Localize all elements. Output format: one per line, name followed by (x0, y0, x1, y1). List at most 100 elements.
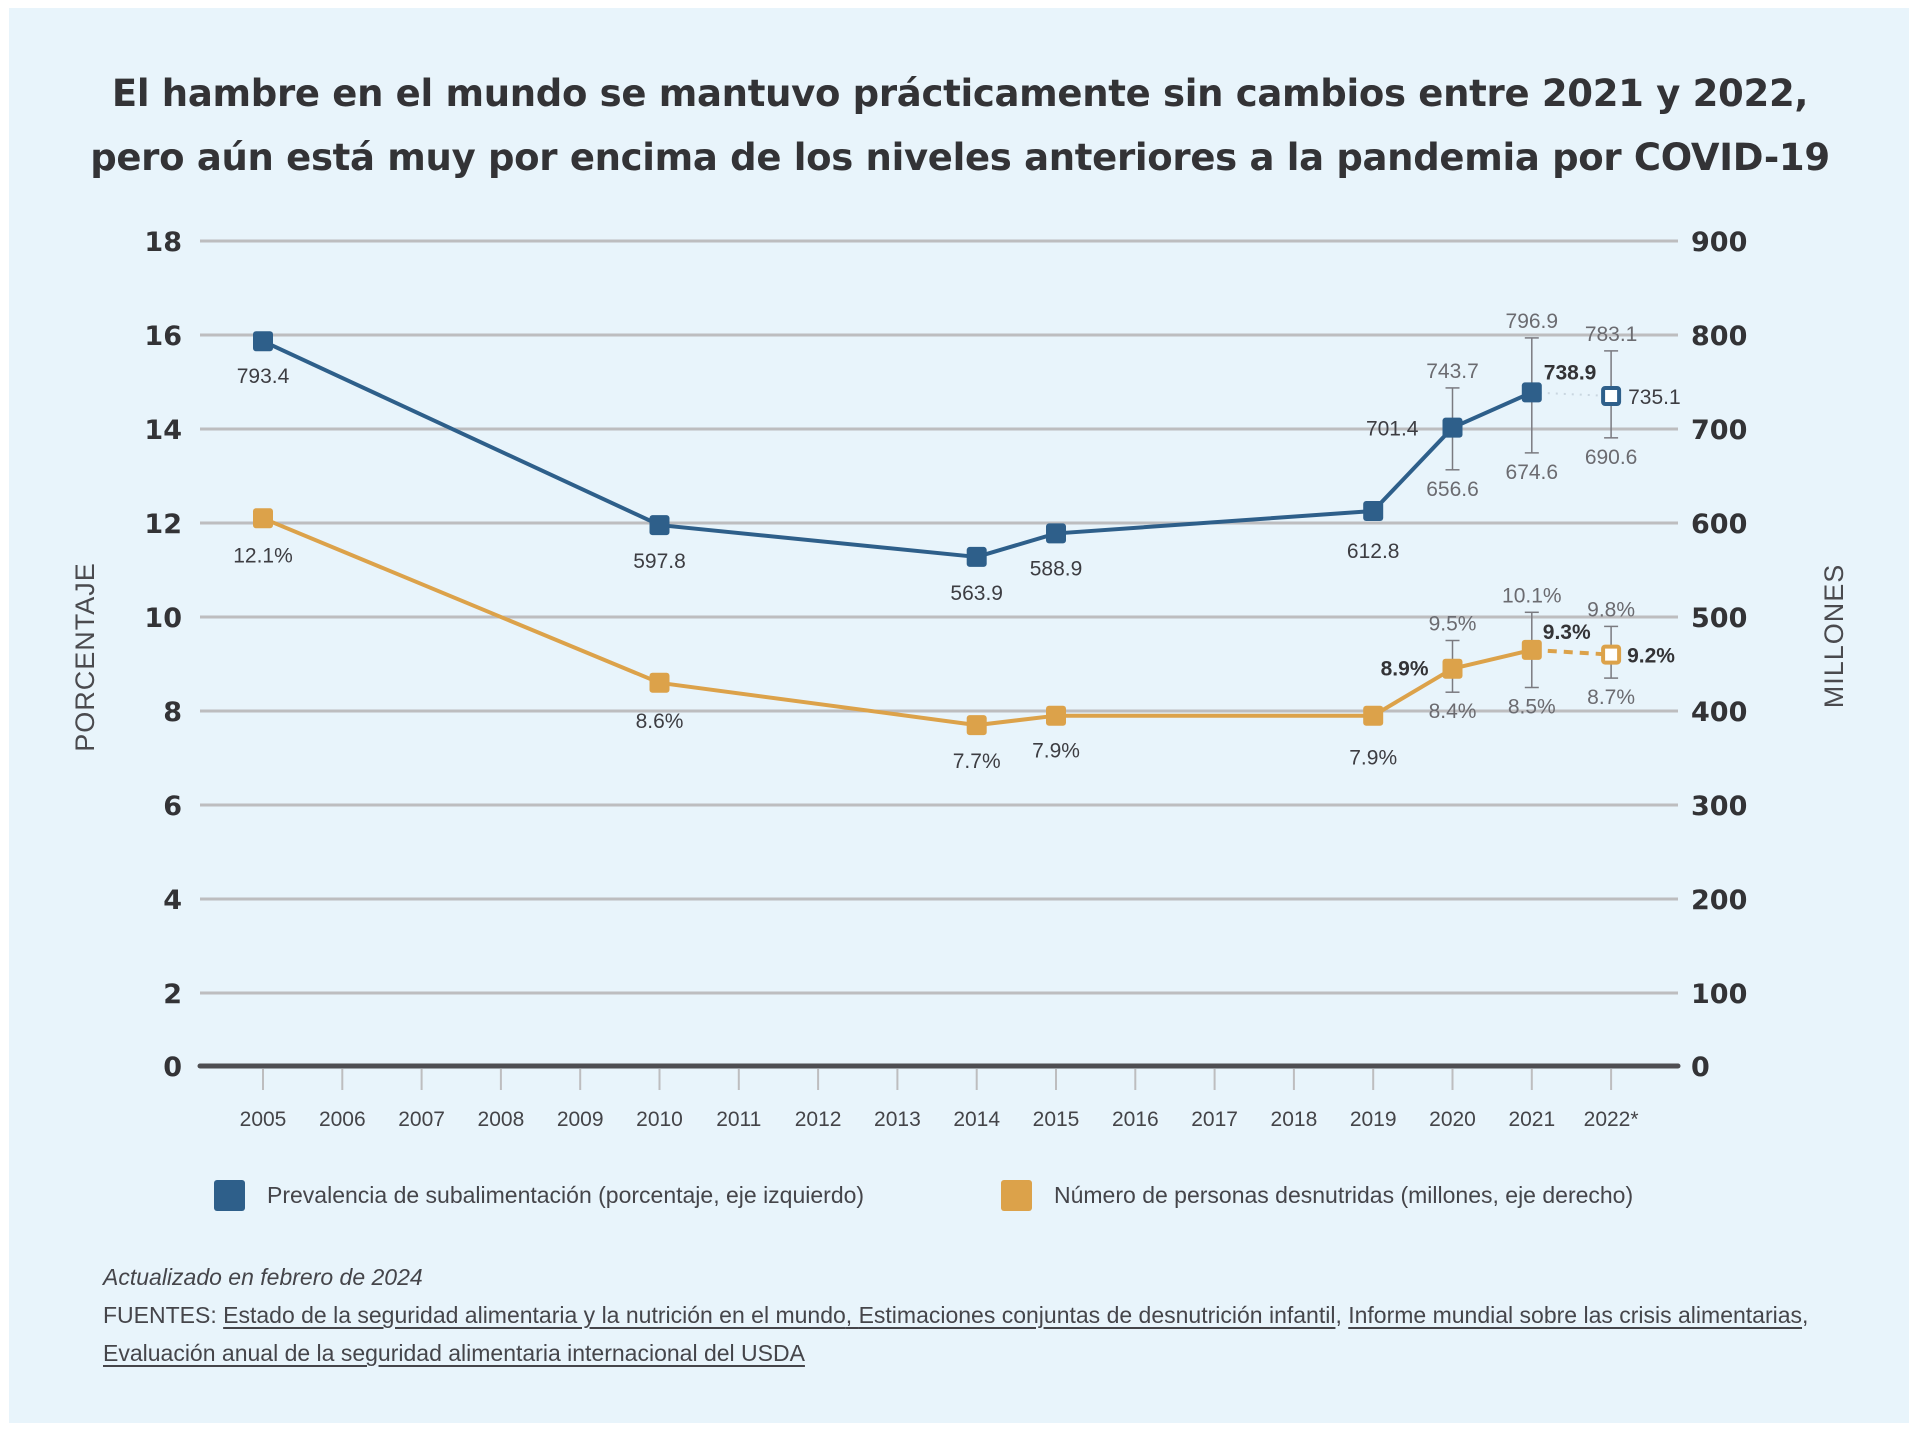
data-labels-orange: 12.1% 8.6% 7.7% 7.9% 7.9% 8.9%9.5% 8.4% 9.3% 10.… (233, 544, 1675, 773)
left-tick-label: 16 (144, 321, 182, 352)
marker-orange (253, 508, 273, 529)
source-link-grfc[interactable]: Informe mundial sobre las crisis aliment… (1348, 1302, 1803, 1328)
marker-blue (1363, 500, 1384, 521)
right-axis-ticks: 0 100 200 300 400 500 600 700 800 900 (1691, 227, 1747, 1083)
marker-orange (1521, 639, 1542, 660)
right-tick-label: 200 (1691, 885, 1747, 916)
gridlines (200, 239, 1678, 995)
series-line-blue (262, 339, 1533, 559)
data-label: 7.9% (1032, 740, 1080, 763)
x-axis: 2005 2006 2007 2008 2009 2010 2011 2012 2013 2014… (197, 1063, 1681, 1131)
left-tick-label: 2 (163, 979, 182, 1010)
marker-orange (1363, 705, 1384, 726)
left-tick-label: 6 (163, 791, 182, 822)
right-tick-label: 700 (1691, 415, 1747, 446)
projection-line-orange (1531, 647, 1612, 657)
right-tick-label: 900 (1691, 227, 1747, 258)
chart-panel (9, 8, 1909, 1423)
legend-swatch-blue (214, 1180, 245, 1211)
data-label: 597.8 (633, 550, 686, 573)
x-tick-label: 2013 (874, 1108, 921, 1131)
source-link-jme[interactable]: Estimaciones conjuntas de desnutrición i… (858, 1302, 1336, 1328)
ci-high-label: 10.1% (1502, 584, 1562, 607)
x-tick-label: 2015 (1033, 1108, 1080, 1131)
left-axis-title: PORCENTAJE (70, 562, 100, 752)
source-separator: , (1802, 1302, 1809, 1328)
source-link-usda[interactable]: Evaluación anual de la seguridad aliment… (103, 1340, 805, 1366)
ci-high-label: 9.5% (1429, 613, 1477, 636)
data-label: 588.9 (1030, 557, 1083, 580)
updated-note: Actualizado en febrero de 2024 (103, 1264, 423, 1290)
left-tick-label: 8 (163, 697, 182, 728)
marker-blue (966, 546, 987, 567)
legend: Prevalencia de subalimentación (porcenta… (0, 1180, 1920, 1220)
marker-projected-orange (1601, 644, 1622, 665)
source-link-sofi[interactable]: Estado de la seguridad alimentaria y la … (223, 1302, 846, 1328)
data-label: 612.8 (1347, 540, 1400, 563)
legend-label: Número de personas desnutridas (millones… (1054, 1182, 1634, 1208)
data-label: 8.6% (636, 710, 684, 733)
ci-high-label: 796.9 (1506, 310, 1559, 333)
legend-item-undernourished[interactable]: Número de personas desnutridas (millones… (1001, 1180, 1633, 1211)
ci-high-label: 743.7 (1426, 360, 1479, 383)
sources-prefix: FUENTES: (103, 1302, 224, 1328)
marker-orange (1046, 705, 1066, 726)
x-tick-label: 2007 (398, 1108, 445, 1131)
data-labels-blue: 793.4 597.8 563.9 588.9 612.8 701.4 743.7 656.6… (237, 310, 1681, 605)
x-tick-label: 2014 (953, 1108, 1000, 1131)
right-tick-label: 100 (1691, 979, 1747, 1010)
right-tick-label: 300 (1691, 791, 1747, 822)
x-tick-label: 2005 (240, 1108, 287, 1131)
source-separator: , (845, 1302, 859, 1328)
left-tick-label: 4 (163, 885, 182, 916)
series-orange (253, 508, 1622, 736)
source-separator: , (1335, 1302, 1349, 1328)
data-label: 563.9 (950, 582, 1003, 605)
right-tick-label: 400 (1691, 697, 1747, 728)
ci-low-label: 8.5% (1508, 696, 1556, 719)
right-axis-title: MILLONES (1819, 564, 1849, 709)
left-tick-label: 14 (144, 415, 182, 446)
right-tick-label: 600 (1691, 509, 1747, 540)
ci-low-label: 690.6 (1585, 446, 1638, 469)
footer: Actualizado en febrero de 2024 FUENTES: … (103, 1258, 1823, 1372)
data-label: 9.3% (1543, 621, 1591, 644)
marker-orange (1442, 658, 1463, 679)
right-tick-label: 500 (1691, 603, 1747, 634)
marker-projected-blue (1601, 386, 1622, 407)
marker-orange (966, 715, 987, 736)
marker-orange (649, 672, 670, 693)
data-label: 735.1 (1628, 386, 1681, 409)
marker-blue (649, 515, 670, 536)
x-tick-label: 2019 (1350, 1108, 1397, 1131)
x-tick-label: 2009 (557, 1108, 604, 1131)
marker-blue (1046, 523, 1066, 544)
right-tick-label: 800 (1691, 321, 1747, 352)
data-label: 8.9% (1381, 658, 1429, 681)
x-tick-label: 2020 (1429, 1108, 1476, 1131)
data-label: 701.4 (1366, 418, 1419, 441)
x-tick-label: 2022* (1584, 1108, 1639, 1131)
x-tick-label: 2017 (1191, 1108, 1238, 1131)
x-tick-label: 2021 (1508, 1108, 1555, 1131)
left-tick-label: 10 (144, 603, 182, 634)
ci-low-label: 656.6 (1426, 478, 1479, 501)
ci-low-label: 674.6 (1506, 461, 1559, 484)
ci-high-label: 783.1 (1585, 323, 1638, 346)
data-label: 9.2% (1627, 645, 1675, 668)
ci-high-label: 9.8% (1587, 598, 1635, 621)
data-label: 7.7% (953, 750, 1001, 773)
data-label: 738.9 (1544, 361, 1597, 384)
sources: FUENTES: Estado de la seguridad alimenta… (103, 1296, 1823, 1372)
chart-title-line-1: El hambre en el mundo se mantuvo práctic… (111, 72, 1809, 115)
chart-title: El hambre en el mundo se mantuvo práctic… (0, 62, 1920, 190)
data-label: 12.1% (233, 544, 293, 567)
data-label: 793.4 (237, 365, 290, 388)
legend-item-prevalence[interactable]: Prevalencia de subalimentación (porcenta… (214, 1180, 864, 1211)
left-tick-label: 12 (144, 509, 182, 540)
marker-blue (1442, 417, 1463, 438)
series-layer: 793.4 597.8 563.9 588.9 612.8 701.4 743.7 656.6… (233, 310, 1680, 773)
x-tick-label: 2018 (1271, 1108, 1318, 1131)
x-tick-label: 2006 (319, 1108, 366, 1131)
